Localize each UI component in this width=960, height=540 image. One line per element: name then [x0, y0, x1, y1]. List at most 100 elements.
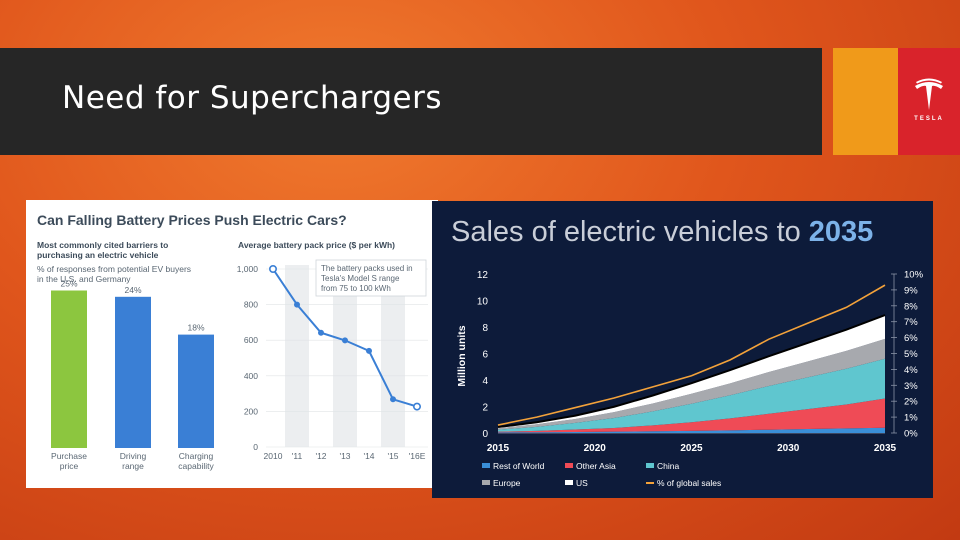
- legend-swatch-1: [565, 463, 573, 468]
- ev-chart-title-light: Sales of electric vehicles to: [451, 216, 801, 248]
- ev-ytick-0: 0: [482, 429, 488, 440]
- battery-price-point-6: [412, 402, 421, 411]
- battery-price-point-2: [317, 329, 324, 336]
- annotation-box: [315, 259, 427, 297]
- ev-y2tick-0: 0%: [904, 429, 918, 440]
- battery-price-point-0: [269, 265, 278, 274]
- legend-label-3: Europe: [493, 478, 521, 488]
- bar-note-line2: in the U.S. and Germany: [37, 274, 131, 284]
- battery-price-point-5: [389, 396, 396, 403]
- ev-stacked-area-chart: 0 2 4 6 8 10 12 0% 1% 2% 3% 4% 5% 6% 7% 8% 9% 10% 2015 2020…: [477, 270, 924, 455]
- battery-prices-chart-panel: Can Falling Battery Prices Push Electric…: [26, 200, 438, 488]
- ev-global-share-line: [497, 284, 886, 426]
- legend-label-0: Rest of World: [493, 461, 545, 471]
- battery-price-line-chart: 1,000 800 600 400 200 0 2010 '11 '12 '13 '14 '15 '16…: [237, 259, 428, 461]
- line-band-1: [285, 265, 309, 447]
- bar-2: [178, 334, 214, 448]
- bar-category-label-0-0: Purchase: [51, 451, 87, 461]
- line-chart-title: Average battery pack price ($ per kWh): [238, 240, 395, 250]
- legend-label-4: US: [576, 478, 588, 488]
- bar-category-label-2-1: capability: [178, 461, 214, 471]
- line-xtick-4: '14: [363, 451, 374, 461]
- legend-label-1: Other Asia: [576, 461, 616, 471]
- ev-y2tick-4: 4%: [904, 365, 918, 376]
- ev-xtick-0: 2015: [487, 443, 510, 454]
- ev-y2tick-1: 1%: [904, 413, 918, 424]
- legend-swatch-3: [482, 480, 490, 485]
- bar-subtitle-line2: purchasing an electric vehicle: [37, 250, 159, 260]
- ev-area-other-asia: [498, 398, 885, 433]
- bar-1: [115, 296, 151, 448]
- battery-price-point-1: [293, 301, 300, 308]
- left-chart-title: Can Falling Battery Prices Push Electric…: [37, 212, 347, 228]
- annotation-text-1: Tesla's Model S range: [321, 274, 400, 283]
- ev-xtick-2: 2025: [680, 443, 703, 454]
- battery-price-point-3: [341, 337, 348, 344]
- ev-ytick-3: 6: [482, 350, 488, 361]
- tesla-logo-icon: [915, 78, 943, 110]
- ev-xtick-1: 2020: [584, 443, 607, 454]
- legend-swatch-2: [646, 463, 654, 468]
- ev-y2tick-9: 9%: [904, 285, 918, 296]
- line-ytick-5: 0: [253, 442, 258, 452]
- ev-xtick-3: 2030: [777, 443, 800, 454]
- line-xtick-0: 2010: [264, 451, 283, 461]
- line-xtick-5: '15: [387, 451, 398, 461]
- line-xtick-2: '12: [315, 451, 326, 461]
- ev-ytick-1: 2: [482, 403, 488, 414]
- ev-chart-legend: Rest of World Other Asia China Europe US % of…: [482, 461, 721, 488]
- ev-chart-title-year: 2035: [809, 216, 874, 248]
- line-xtick-3: '13: [339, 451, 350, 461]
- bar-category-label-1-1: range: [122, 461, 144, 471]
- ev-sales-chart: Sales of electric vehicles to 2035 Millio…: [451, 216, 924, 488]
- brand-wordmark: TESLA: [914, 116, 944, 122]
- line-xtick-1: '11: [292, 451, 303, 461]
- legend-swatch-0: [482, 463, 490, 468]
- ev-ytick-5: 10: [477, 297, 489, 308]
- bar-subtitle-line1: Most commonly cited barriers to: [37, 240, 168, 250]
- bar-note-line1: % of responses from potential EV buyers: [37, 264, 191, 274]
- bar-category-label-0-1: price: [60, 461, 79, 471]
- ev-y-axis-label: Million units: [456, 325, 468, 386]
- ev-xtick-4: 2035: [874, 443, 897, 454]
- bar-value-label-1: 24%: [124, 285, 141, 295]
- ev-y2tick-5: 5%: [904, 349, 918, 360]
- ev-total-edge-line: [497, 314, 886, 429]
- legend-label-2: China: [657, 461, 679, 471]
- battery-prices-chart: Can Falling Battery Prices Push Electric…: [37, 212, 428, 471]
- ev-ytick-4: 8: [482, 323, 488, 334]
- ev-area-china: [498, 358, 885, 432]
- line-ytick-0: 1,000: [237, 264, 259, 274]
- bar-category-label-2-0: Charging: [179, 451, 214, 461]
- line-ytick-3: 400: [244, 371, 258, 381]
- ev-y2tick-7: 7%: [904, 317, 918, 328]
- ev-sales-chart-panel: Sales of electric vehicles to 2035 Millio…: [432, 201, 933, 498]
- ev-area-rest-of-world: [498, 427, 885, 433]
- brand-logo-block: [898, 48, 960, 155]
- bar-value-label-0: 25%: [60, 279, 77, 289]
- battery-price-point-4: [365, 347, 372, 354]
- annotation-text-2: from 75 to 100 kWh: [321, 284, 391, 293]
- line-xtick-6: '16E: [409, 451, 426, 461]
- legend-label-5: % of global sales: [657, 478, 721, 488]
- ev-y2tick-10: 10%: [904, 270, 924, 281]
- bar-0: [51, 290, 87, 448]
- line-ytick-2: 600: [244, 335, 258, 345]
- slide-title: Need for Superchargers: [62, 80, 443, 116]
- title-bar: [0, 48, 822, 155]
- ev-y2tick-8: 8%: [904, 301, 918, 312]
- accent-block-orange: [833, 48, 898, 155]
- ev-y2tick-3: 3%: [904, 381, 918, 392]
- bar-value-label-2: 18%: [187, 323, 204, 333]
- line-ytick-4: 200: [244, 406, 258, 416]
- annotation-text-0: The battery packs used in: [321, 264, 413, 273]
- ev-ytick-2: 4: [482, 376, 488, 387]
- legend-swatch-4: [565, 480, 573, 485]
- bar-category-label-1-0: Driving: [120, 451, 147, 461]
- ev-y2tick-2: 2%: [904, 397, 918, 408]
- ev-ytick-6: 12: [477, 270, 489, 281]
- ev-chart-title: Sales of electric vehicles to 2035: [451, 216, 873, 248]
- line-ytick-1: 800: [244, 300, 258, 310]
- ev-y2tick-6: 6%: [904, 333, 918, 344]
